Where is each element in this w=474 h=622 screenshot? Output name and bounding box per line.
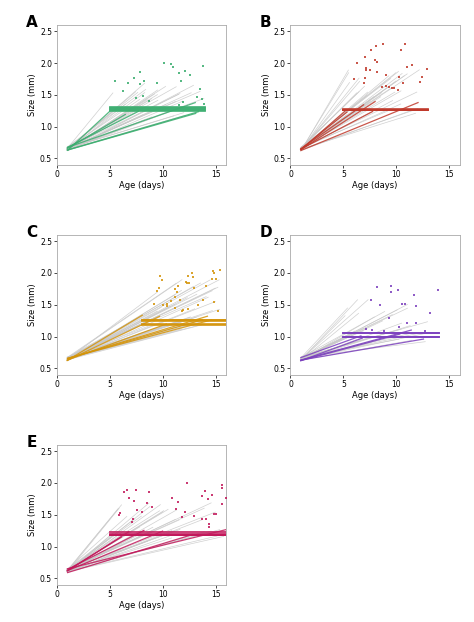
Y-axis label: Size (mm): Size (mm) <box>28 493 37 536</box>
Text: A: A <box>27 15 38 30</box>
Text: C: C <box>27 225 37 240</box>
X-axis label: Age (days): Age (days) <box>119 601 164 610</box>
X-axis label: Age (days): Age (days) <box>119 391 164 401</box>
Y-axis label: Size (mm): Size (mm) <box>28 284 37 326</box>
X-axis label: Age (days): Age (days) <box>353 182 398 190</box>
Text: E: E <box>27 435 37 450</box>
Y-axis label: Size (mm): Size (mm) <box>262 73 271 116</box>
Text: B: B <box>260 15 272 30</box>
Y-axis label: Size (mm): Size (mm) <box>262 284 271 326</box>
X-axis label: Age (days): Age (days) <box>353 391 398 401</box>
Y-axis label: Size (mm): Size (mm) <box>28 73 37 116</box>
Text: D: D <box>260 225 273 240</box>
X-axis label: Age (days): Age (days) <box>119 182 164 190</box>
